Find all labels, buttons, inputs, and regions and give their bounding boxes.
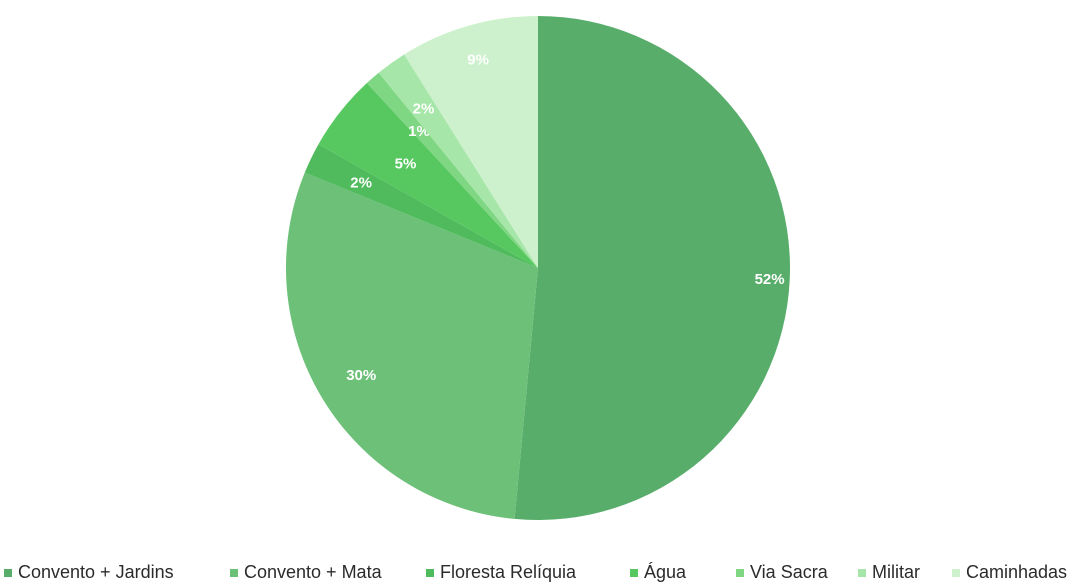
legend-label: Caminhadas xyxy=(966,562,1067,583)
legend-label: Água xyxy=(644,562,686,583)
legend-swatch xyxy=(858,569,866,577)
legend-swatch xyxy=(630,569,638,577)
pie-chart: 52%30%2%5%1%2%9% xyxy=(0,0,1080,560)
slice-label-2: 30% xyxy=(346,367,376,384)
legend-item-1: Convento + Jardins xyxy=(4,562,174,583)
legend: Convento + Jardins Convento + Mata Florest… xyxy=(0,560,1080,584)
legend-item-3: Floresta Relíquia xyxy=(426,562,576,583)
slice-label-6: 2% xyxy=(413,100,435,117)
legend-label: Convento + Mata xyxy=(244,562,382,583)
slice-label-1: 52% xyxy=(755,271,785,288)
legend-label: Floresta Relíquia xyxy=(440,562,576,583)
legend-item-5: Via Sacra xyxy=(736,562,828,583)
legend-item-4: Água xyxy=(630,562,686,583)
legend-item-2: Convento + Mata xyxy=(230,562,382,583)
legend-item-7: Caminhadas xyxy=(952,562,1067,583)
legend-label: Via Sacra xyxy=(750,562,828,583)
slice-label-3: 2% xyxy=(350,174,372,191)
legend-swatch xyxy=(426,569,434,577)
legend-swatch xyxy=(230,569,238,577)
slice-label-4: 5% xyxy=(395,155,417,172)
legend-swatch xyxy=(952,569,960,577)
legend-label: Convento + Jardins xyxy=(18,562,174,583)
slice-label-7: 9% xyxy=(467,52,489,69)
legend-item-6: Militar xyxy=(858,562,920,583)
pie-slice-1 xyxy=(515,16,790,520)
legend-label: Militar xyxy=(872,562,920,583)
legend-swatch xyxy=(4,569,12,577)
legend-swatch xyxy=(736,569,744,577)
